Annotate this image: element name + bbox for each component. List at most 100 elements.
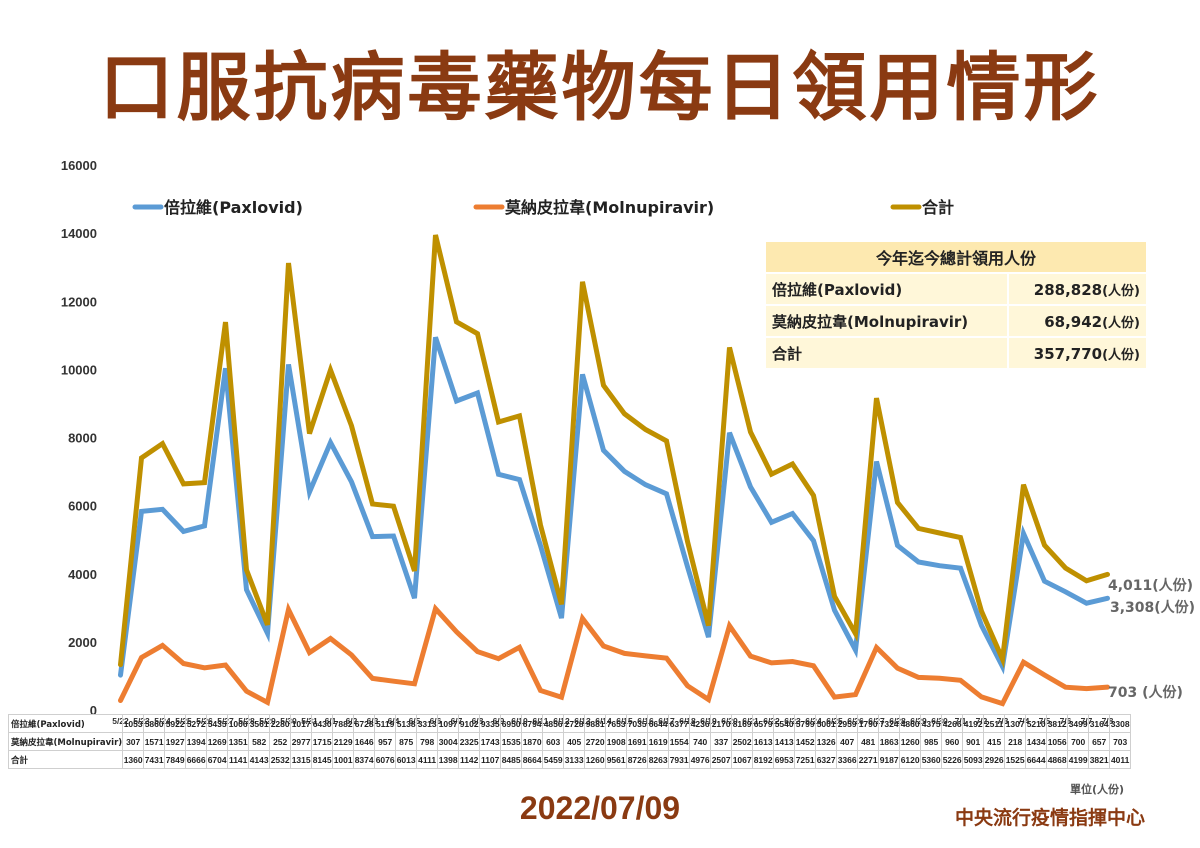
data-table-cell: 6950 (500, 714, 523, 733)
data-table-cell: 5435 (206, 714, 229, 733)
data-table-cell: 9881 (584, 714, 607, 733)
data-table-cell: 2926 (983, 750, 1006, 769)
data-table-cell: 4199 (1067, 750, 1090, 769)
data-table-cell: 6579 (752, 714, 775, 733)
data-table-cell: 5459 (542, 750, 565, 769)
data-table-cell: 7324 (878, 714, 901, 733)
data-table-cell: 1017 (290, 714, 313, 733)
y-tick-label: 4000 (68, 567, 97, 582)
data-table-cell: 6728 (353, 714, 376, 733)
data-table-cell: 407 (836, 732, 859, 751)
data-table-cell: 582 (248, 732, 271, 751)
data-table-cell: 1260 (899, 732, 922, 751)
data-table-cell: 1269 (206, 732, 229, 751)
data-table-cell: 6327 (815, 750, 838, 769)
data-table-cell: 8726 (626, 750, 649, 769)
end-label-paxlovid: 3,308(人份) (1110, 599, 1195, 616)
totals-label: 莫納皮拉韋(Molnupiravir) (764, 304, 1009, 338)
data-table-cell: 481 (857, 732, 880, 751)
data-table-cell: 6377 (668, 714, 691, 733)
end-labels: 4,011(人份) 3,308(人份) 703 (人份) (1108, 577, 1195, 701)
data-table-cell: 3812 (1046, 714, 1069, 733)
data-table-cell: 1790 (857, 714, 880, 733)
data-table-cell: 2728 (563, 714, 586, 733)
data-table-cell: 1107 (479, 750, 502, 769)
data-table-cell: 4976 (689, 750, 712, 769)
data-table-cell: 8485 (500, 750, 523, 769)
data-table-cell: 6644 (1025, 750, 1048, 769)
legend-entry: 倍拉維(Paxlovid) (164, 198, 303, 217)
data-table-row-label: 倍拉維(Paxlovid) (7, 714, 124, 733)
data-table-cell: 1535 (500, 732, 523, 751)
data-table-cell: 6013 (395, 750, 418, 769)
y-tick-label: 14000 (61, 226, 97, 241)
data-table-cell: 1413 (773, 732, 796, 751)
data-table-cell: 4856 (542, 714, 565, 733)
data-table-cell: 1053 (122, 714, 145, 733)
data-table-cell: 252 (269, 732, 292, 751)
data-table-cell: 6644 (647, 714, 670, 733)
data-table-cell: 4266 (941, 714, 964, 733)
data-table-cell: 1646 (353, 732, 376, 751)
series-line (118, 602, 1110, 707)
data-table-cell: 1351 (227, 732, 250, 751)
data-table-cell: 4143 (248, 750, 271, 769)
data-table-cell: 1743 (479, 732, 502, 751)
data-table-cell: 2959 (836, 714, 859, 733)
ytd-totals-box: 今年迄今總計領用人份 倍拉維(Paxlovid) 288,828(人份) 莫納皮… (764, 240, 1148, 370)
data-table-cell: 2507 (710, 750, 733, 769)
data-table-cell: 5119 (374, 714, 397, 733)
data-table-cell: 1097 (437, 714, 460, 733)
data-table-cell: 5093 (962, 750, 985, 769)
totals-row: 莫納皮拉韋(Molnupiravir) 68,942(人份) (764, 304, 1148, 338)
data-table-row: 倍拉維(Paxlovid) 1053 5860 5922 5272 5435 1006 356… (7, 714, 1132, 733)
data-table-cell: 4375 (920, 714, 943, 733)
data-table-cell: 5922 (164, 714, 187, 733)
data-table-cell: 5210 (1025, 714, 1048, 733)
data-table-cell: 3004 (437, 732, 460, 751)
data-table-cell: 3164 (1088, 714, 1111, 733)
data-table-cell: 957 (374, 732, 397, 751)
data-table-cell: 6076 (374, 750, 397, 769)
data-table-cell: 1394 (185, 732, 208, 751)
totals-value: 357,770 (1033, 344, 1103, 363)
data-table-cell: 1326 (815, 732, 838, 751)
data-table-cell: 875 (395, 732, 418, 751)
data-table-cell: 3313 (416, 714, 439, 733)
data-table-cell: 307 (122, 732, 145, 751)
data-table-cell: 3308 (1109, 714, 1132, 733)
legend: 倍拉維(Paxlovid) 莫納皮拉韋(Molnupiravir) 合計 (132, 198, 954, 217)
data-table-cell: 6704 (206, 750, 229, 769)
y-tick-label: 16000 (61, 158, 97, 173)
report-date: 2022/07/09 (519, 790, 681, 826)
data-table-cell: 1056 (1046, 732, 1069, 751)
data-table-cell: 2280 (269, 714, 292, 733)
legend-entry: 莫納皮拉韋(Molnupiravir) (504, 198, 714, 217)
data-table-cell: 7035 (626, 714, 649, 733)
data-table-cell: 2325 (458, 732, 481, 751)
data-table-cell: 4868 (1046, 750, 1069, 769)
data-table-cell: 1142 (458, 750, 481, 769)
data-table-cell: 3499 (1067, 714, 1090, 733)
totals-label: 倍拉維(Paxlovid) (764, 272, 1009, 306)
totals-header: 今年迄今總計領用人份 (764, 240, 1148, 274)
end-label-molnupiravir: 703 (人份) (1108, 684, 1183, 701)
data-table-cell: 405 (563, 732, 586, 751)
data-table-cell: 700 (1067, 732, 1090, 751)
data-table-cell: 7882 (332, 714, 355, 733)
data-table-cell: 1715 (311, 732, 334, 751)
source-agency: 中央流行疫情指揮中心 (954, 807, 1145, 829)
data-table-cell: 2977 (290, 732, 313, 751)
totals-unit: (人份) (1102, 283, 1140, 299)
data-table-cell: 1927 (164, 732, 187, 751)
data-table-cell: 6120 (899, 750, 922, 769)
data-table-cell: 8169 (731, 714, 754, 733)
data-table-cell: 5540 (773, 714, 796, 733)
data-table-cell: 3366 (836, 750, 859, 769)
data-table-cell: 5860 (143, 714, 166, 733)
legend-entry: 合計 (922, 198, 954, 217)
data-table-cell: 657 (1088, 732, 1111, 751)
data-table-cell: 1452 (794, 732, 817, 751)
data-table-cell: 2532 (269, 750, 292, 769)
data-table-cell: 4860 (899, 714, 922, 733)
